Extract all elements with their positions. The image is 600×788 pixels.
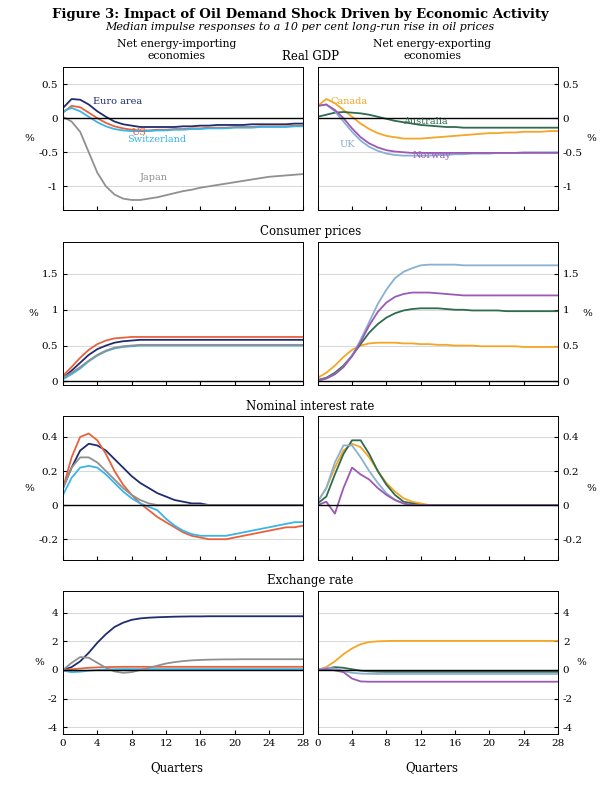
Y-axis label: %: % bbox=[35, 658, 44, 667]
Text: Figure 3: Impact of Oil Demand Shock Driven by Economic Activity: Figure 3: Impact of Oil Demand Shock Dri… bbox=[52, 8, 548, 20]
Text: Net energy-exporting
economies: Net energy-exporting economies bbox=[373, 39, 491, 61]
Y-axis label: %: % bbox=[28, 309, 38, 318]
Text: Australia: Australia bbox=[404, 117, 448, 125]
Text: Switzerland: Switzerland bbox=[127, 135, 187, 144]
Text: Consumer prices: Consumer prices bbox=[260, 225, 361, 238]
Y-axis label: %: % bbox=[583, 309, 593, 318]
Text: Norway: Norway bbox=[412, 151, 451, 160]
Text: Japan: Japan bbox=[140, 173, 168, 181]
Text: Canada: Canada bbox=[331, 98, 368, 106]
Y-axis label: %: % bbox=[25, 484, 35, 492]
Y-axis label: %: % bbox=[25, 134, 35, 143]
Text: Quarters: Quarters bbox=[406, 760, 458, 774]
Y-axis label: %: % bbox=[586, 134, 596, 143]
Text: Exchange rate: Exchange rate bbox=[268, 574, 353, 587]
Text: Net energy-importing
economies: Net energy-importing economies bbox=[118, 39, 236, 61]
Text: Euro area: Euro area bbox=[93, 97, 142, 106]
Text: US: US bbox=[131, 128, 146, 136]
Text: Real GDP: Real GDP bbox=[282, 50, 339, 63]
Text: Quarters: Quarters bbox=[151, 760, 203, 774]
Text: Nominal interest rate: Nominal interest rate bbox=[247, 400, 374, 412]
Y-axis label: %: % bbox=[586, 484, 596, 492]
Text: Median impulse responses to a 10 per cent long-run rise in oil prices: Median impulse responses to a 10 per cen… bbox=[106, 22, 494, 32]
Y-axis label: %: % bbox=[577, 658, 586, 667]
Text: UK: UK bbox=[339, 139, 355, 149]
